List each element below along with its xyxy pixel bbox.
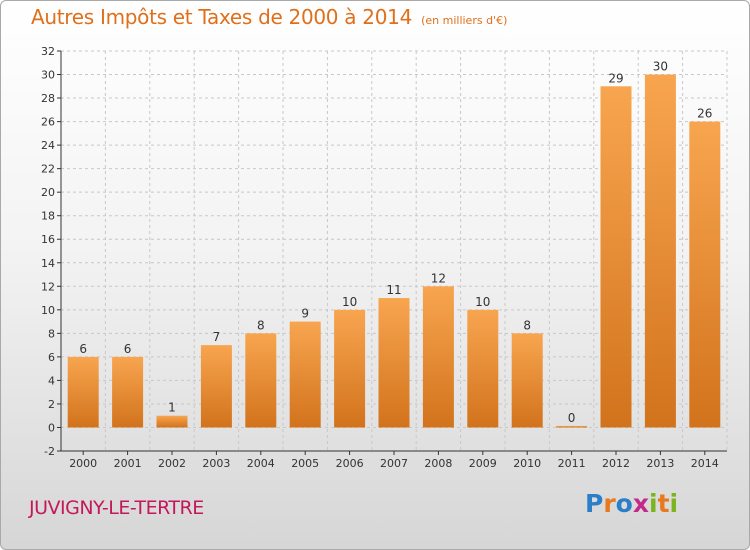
bar <box>556 425 588 428</box>
y-tick-label: 2 <box>48 398 55 411</box>
bar-value-label: 8 <box>523 318 531 332</box>
bar-value-label: 8 <box>257 318 265 332</box>
y-tick-label: 22 <box>41 163 55 176</box>
bar <box>644 74 676 428</box>
y-tick-label: -2 <box>44 445 55 458</box>
bar-value-label: 26 <box>697 107 712 121</box>
y-tick-label: 26 <box>41 116 55 129</box>
x-tick-label: 2001 <box>114 457 142 470</box>
x-tick-label: 2000 <box>69 457 97 470</box>
bar-value-label: 11 <box>386 283 401 297</box>
x-tick-label: 2004 <box>247 457 275 470</box>
y-tick-label: 24 <box>41 139 55 152</box>
bars <box>67 74 721 428</box>
y-tick-label: 6 <box>48 351 55 364</box>
bar <box>511 333 543 428</box>
bar <box>378 298 410 428</box>
x-tick-label: 2013 <box>646 457 674 470</box>
labels: -202468101214161820222426283032620006200… <box>41 45 719 470</box>
y-tick-label: 0 <box>48 421 55 434</box>
bar <box>245 333 277 428</box>
y-tick-label: 20 <box>41 186 55 199</box>
proxiti-logo: Proxiti <box>585 489 679 518</box>
bar-value-label: 1 <box>168 401 176 415</box>
town-name: JUVIGNY-LE-TERTRE <box>29 497 204 519</box>
bar-value-label: 9 <box>301 307 309 321</box>
y-tick-label: 14 <box>41 257 55 270</box>
bar-value-label: 0 <box>568 411 576 425</box>
chart-title: Autres Impôts et Taxes de 2000 à 2014 (e… <box>31 5 507 29</box>
y-tick-label: 10 <box>41 304 55 317</box>
bar <box>334 309 366 428</box>
bar <box>112 356 144 428</box>
bar-value-label: 29 <box>608 71 623 85</box>
y-tick-label: 16 <box>41 233 55 246</box>
bar <box>156 415 188 428</box>
x-tick-label: 2007 <box>380 457 408 470</box>
bar <box>67 356 99 428</box>
x-tick-label: 2005 <box>291 457 319 470</box>
bar <box>422 286 454 428</box>
x-tick-label: 2006 <box>336 457 364 470</box>
y-tick-label: 12 <box>41 280 55 293</box>
y-tick-label: 28 <box>41 92 55 105</box>
bar-value-label: 10 <box>342 295 357 309</box>
axes <box>57 50 727 455</box>
chart-title-main: Autres Impôts et Taxes de 2000 à 2014 <box>31 5 412 29</box>
bar-value-label: 6 <box>124 342 132 356</box>
y-tick-label: 32 <box>41 45 55 58</box>
x-tick-label: 2009 <box>469 457 497 470</box>
bar <box>289 321 321 428</box>
bar <box>200 345 232 428</box>
bar-value-label: 7 <box>213 330 221 344</box>
bar-value-label: 12 <box>431 271 446 285</box>
bar <box>467 309 499 428</box>
y-tick-label: 30 <box>41 69 55 82</box>
bar <box>600 86 632 428</box>
bar-value-label: 10 <box>475 295 490 309</box>
x-tick-label: 2003 <box>202 457 230 470</box>
x-tick-label: 2012 <box>602 457 630 470</box>
y-tick-label: 18 <box>41 210 55 223</box>
chart-unit-note: (en milliers d'€) <box>421 14 508 27</box>
x-tick-label: 2010 <box>513 457 541 470</box>
bar <box>689 121 721 428</box>
x-tick-label: 2008 <box>424 457 452 470</box>
x-tick-label: 2014 <box>691 457 719 470</box>
x-tick-label: 2002 <box>158 457 186 470</box>
x-tick-label: 2011 <box>558 457 586 470</box>
bar-value-label: 30 <box>653 60 668 74</box>
y-tick-label: 4 <box>48 374 55 387</box>
y-tick-label: 8 <box>48 327 55 340</box>
bar-value-label: 6 <box>79 342 87 356</box>
